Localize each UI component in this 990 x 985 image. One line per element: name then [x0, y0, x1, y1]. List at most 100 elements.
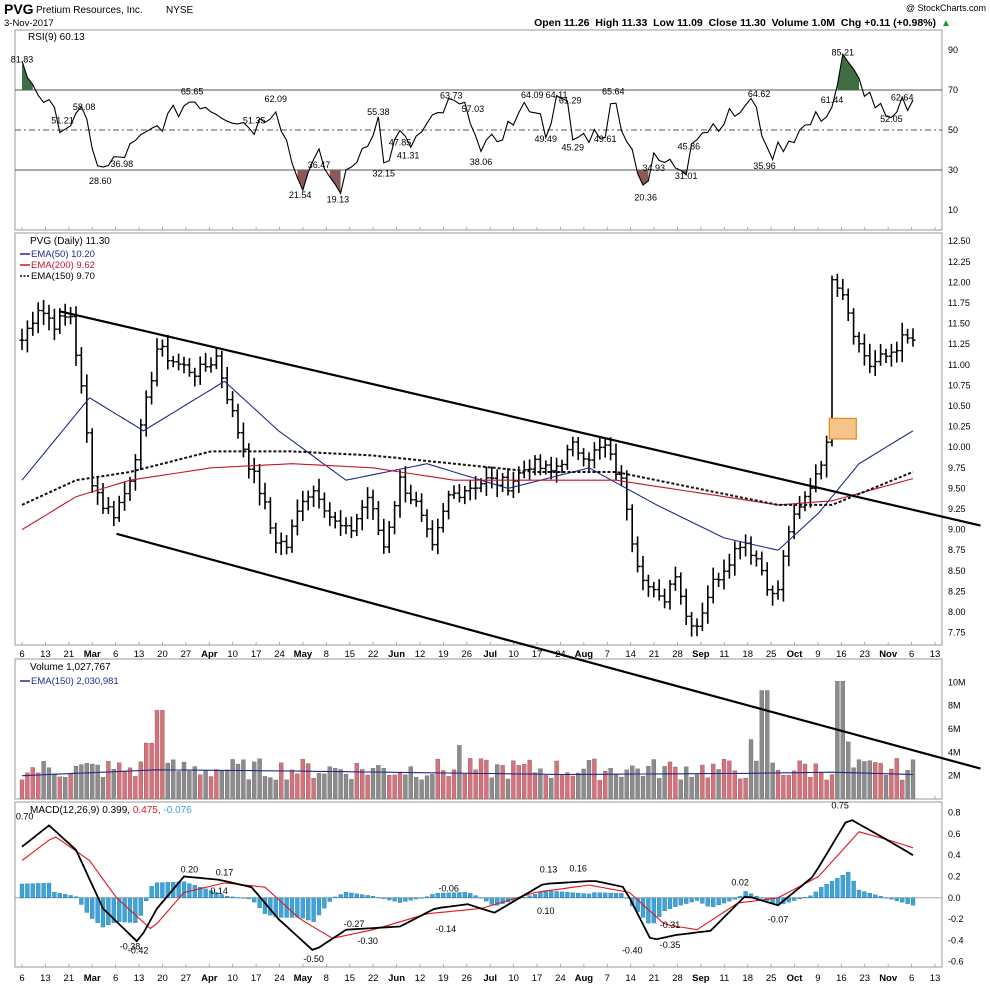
macd-histogram-bar	[657, 897, 662, 918]
volume-bar	[603, 770, 608, 800]
price-y-tick-label: 9.25	[948, 504, 966, 514]
volume-bar	[295, 773, 300, 800]
date-axis-tick-label: 7	[605, 649, 610, 660]
macd-histogram-bar	[90, 897, 95, 919]
macd-legend-hist: -0.076	[161, 805, 193, 816]
rsi-value-label: 57.03	[462, 104, 485, 114]
volume-legend: Volume 1,027,767	[30, 662, 111, 673]
volume-bar	[225, 769, 230, 800]
macd-histogram-bar	[387, 897, 392, 901]
date-axis-tick-label: Jun	[388, 973, 405, 984]
volume-bar	[208, 776, 214, 800]
macd-histogram-bar	[84, 897, 89, 913]
price-y-tick-label: 12.00	[948, 277, 971, 287]
macd-histogram-bar	[279, 897, 284, 918]
date-axis-tick-label: 17	[532, 973, 543, 984]
price-bar	[192, 367, 198, 387]
macd-histogram-bar	[829, 881, 835, 898]
date-axis-tick-label: 21	[649, 973, 660, 984]
price-y-tick-label: 12.50	[948, 236, 971, 246]
volume-bar	[862, 761, 867, 800]
price-bar	[257, 464, 263, 506]
volume-bar	[52, 773, 57, 800]
macd-histogram-bar	[570, 892, 575, 898]
date-axis-tick-label: 28	[672, 973, 683, 984]
price-bar	[397, 470, 403, 518]
rsi-value-label: 62.09	[265, 94, 288, 104]
price-bar	[408, 484, 414, 505]
price-bar	[867, 343, 873, 374]
macd-histogram-bar	[786, 897, 791, 903]
volume-bar	[365, 774, 370, 800]
volume-bar	[873, 762, 878, 800]
price-bar	[402, 466, 408, 503]
volume-y-tick-label: 4M	[948, 747, 961, 757]
volume-y-tick-label: 8M	[948, 701, 961, 711]
price-bar	[678, 572, 684, 605]
volume-bar	[657, 778, 662, 800]
date-axis-tick-label: 6	[19, 973, 24, 984]
date-axis-tick-label: 6	[19, 649, 24, 660]
volume-bar	[403, 774, 408, 800]
price-bar	[78, 347, 84, 394]
price-bar	[899, 322, 905, 363]
price-bar	[856, 332, 862, 353]
macd-histogram-bar	[300, 897, 305, 919]
price-bar	[689, 612, 695, 637]
volume-bar	[851, 767, 856, 800]
macd-histogram-bar	[435, 893, 440, 898]
volume-bar	[138, 761, 143, 800]
volume-bar	[343, 773, 349, 800]
price-bar	[732, 541, 738, 576]
volume-bar	[613, 774, 619, 800]
rsi-value-label: 36.98	[111, 159, 134, 169]
volume-bar	[727, 760, 732, 800]
price-bar	[122, 481, 128, 511]
price-bar	[240, 422, 246, 458]
volume-bar	[214, 769, 219, 800]
price-bar	[300, 490, 306, 522]
macd-histogram-bar	[446, 892, 451, 898]
macd-histogram-bar	[603, 892, 608, 898]
date-axis-tick-label: Jul	[483, 649, 497, 660]
price-bar	[251, 457, 257, 484]
price-bar	[338, 510, 344, 536]
volume-bar	[111, 768, 116, 800]
date-axis-tick-label: Mar	[84, 649, 101, 660]
volume-bar	[284, 779, 289, 800]
macd-histogram-bar	[46, 882, 52, 898]
volume-bar	[376, 765, 381, 800]
volume-bar	[300, 759, 305, 800]
macd-histogram-bar	[241, 897, 246, 899]
date-axis-tick-label: 18	[742, 649, 753, 660]
date-axis-tick-label: 24	[274, 649, 285, 660]
quote-up-triangle-icon: ▲	[941, 18, 951, 29]
rsi-value-label: 19.13	[327, 195, 350, 205]
price-bar	[235, 403, 241, 439]
volume-bar	[419, 779, 424, 800]
volume-bar	[349, 779, 354, 800]
macd-histogram-bar	[246, 897, 251, 900]
volume-bar	[68, 773, 73, 800]
price-bar	[132, 454, 138, 491]
price-bar	[116, 495, 122, 522]
rsi-value-label: 49.49	[535, 134, 558, 144]
macd-histogram-bar	[100, 897, 106, 928]
quote-line: Open 11.26 High 11.33 Low 11.09 Close 11…	[534, 17, 936, 29]
price-bar	[683, 588, 689, 625]
macd-histogram-bar	[576, 892, 581, 898]
macd-histogram-bar	[894, 897, 899, 901]
volume-bar	[165, 762, 170, 800]
price-bar	[24, 320, 30, 353]
price-bar	[273, 522, 279, 554]
date-axis-tick-label: 6	[909, 649, 914, 660]
macd-histogram-bar	[41, 883, 46, 898]
macd-histogram-bar	[840, 874, 845, 898]
price-bar	[618, 465, 624, 486]
volume-bar	[149, 742, 154, 800]
volume-bar	[856, 759, 862, 800]
volume-bar	[144, 742, 149, 800]
price-bar	[46, 304, 52, 331]
volume-bar	[894, 758, 899, 800]
